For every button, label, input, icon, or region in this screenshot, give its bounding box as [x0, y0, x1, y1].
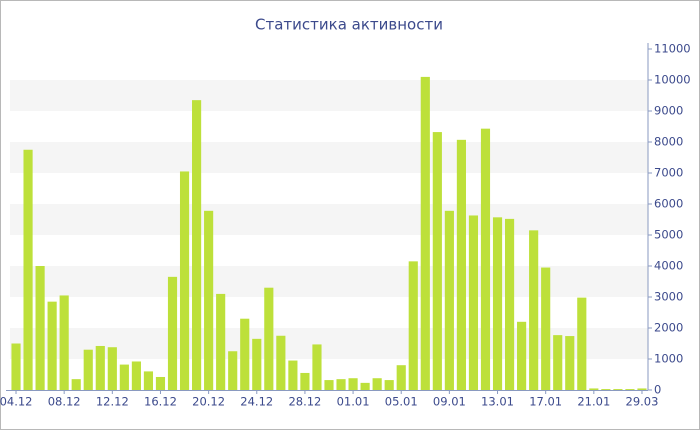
bar [228, 351, 238, 390]
bar [83, 349, 93, 390]
bar [324, 380, 334, 390]
bar [468, 215, 479, 390]
bar [23, 149, 33, 390]
bar [336, 379, 346, 390]
y-tick-label: 6000 [654, 197, 683, 211]
bar [47, 301, 57, 390]
bar [529, 230, 539, 390]
bar [444, 210, 454, 390]
bar [348, 378, 358, 390]
bar [517, 321, 527, 390]
bar [613, 389, 623, 390]
bar [601, 389, 611, 390]
bar [252, 338, 262, 390]
x-tick-label: 28.12 [288, 395, 321, 409]
bar [637, 388, 647, 390]
bar [432, 132, 442, 390]
y-tick-label: 0 [654, 383, 661, 397]
grid-band [10, 328, 648, 359]
bar [131, 361, 141, 390]
bar [372, 378, 382, 390]
bar [492, 217, 503, 390]
bar [541, 267, 551, 390]
grid-band [10, 80, 648, 111]
x-tick-label: 09.01 [433, 395, 466, 409]
bar [288, 360, 298, 390]
bar [276, 335, 286, 390]
y-tick-label: 4000 [654, 259, 683, 273]
bar [107, 347, 117, 390]
x-tick-label: 29.03 [626, 395, 659, 409]
bar [360, 382, 370, 390]
grid-band [10, 142, 648, 173]
bar [625, 389, 635, 390]
bar [95, 345, 105, 390]
x-tick-label: 16.12 [144, 395, 177, 409]
bar [71, 379, 81, 390]
y-tick-label: 3000 [654, 290, 683, 304]
x-tick-label: 05.01 [385, 395, 418, 409]
x-tick-label: 17.01 [529, 395, 562, 409]
bar [577, 297, 587, 390]
bar [11, 343, 21, 390]
y-tick-label: 10000 [654, 73, 691, 87]
y-tick-label: 8000 [654, 135, 683, 149]
y-tick-label: 5000 [654, 228, 683, 242]
bar [240, 318, 250, 390]
bar [216, 293, 226, 390]
x-tick-label: 01.01 [337, 395, 370, 409]
x-tick-label: 04.12 [0, 395, 32, 409]
x-tick-label: 12.12 [96, 395, 129, 409]
bar [192, 100, 202, 391]
bar [456, 139, 466, 390]
bar [143, 371, 154, 390]
chart-title: Статистика активности [255, 16, 443, 34]
y-tick-label: 7000 [654, 166, 683, 180]
bar [553, 335, 563, 390]
bar [408, 261, 418, 390]
y-tick-label: 9000 [654, 104, 683, 118]
x-tick-label: 13.01 [481, 395, 514, 409]
bar [167, 276, 178, 390]
bar [480, 128, 491, 391]
x-tick-label: 24.12 [240, 395, 273, 409]
bar [565, 336, 575, 390]
grid-band [10, 204, 648, 235]
y-tick-label: 2000 [654, 321, 683, 335]
bar [264, 287, 274, 390]
bar [384, 380, 394, 390]
y-tick-label: 1000 [654, 352, 683, 366]
bar [59, 295, 69, 390]
bar [396, 365, 406, 390]
bar [589, 388, 599, 390]
x-tick-label: 20.12 [192, 395, 225, 409]
bar [312, 344, 322, 390]
bar [35, 266, 45, 390]
bar [504, 218, 515, 390]
x-tick-label: 08.12 [48, 395, 81, 409]
grid-band [10, 266, 648, 297]
bar [204, 210, 214, 390]
bar [155, 376, 166, 390]
bar [179, 171, 190, 390]
bar [119, 364, 129, 390]
y-tick-label: 11000 [654, 42, 691, 56]
bar [420, 76, 430, 391]
bar [300, 372, 310, 390]
x-tick-label: 21.01 [577, 395, 610, 409]
